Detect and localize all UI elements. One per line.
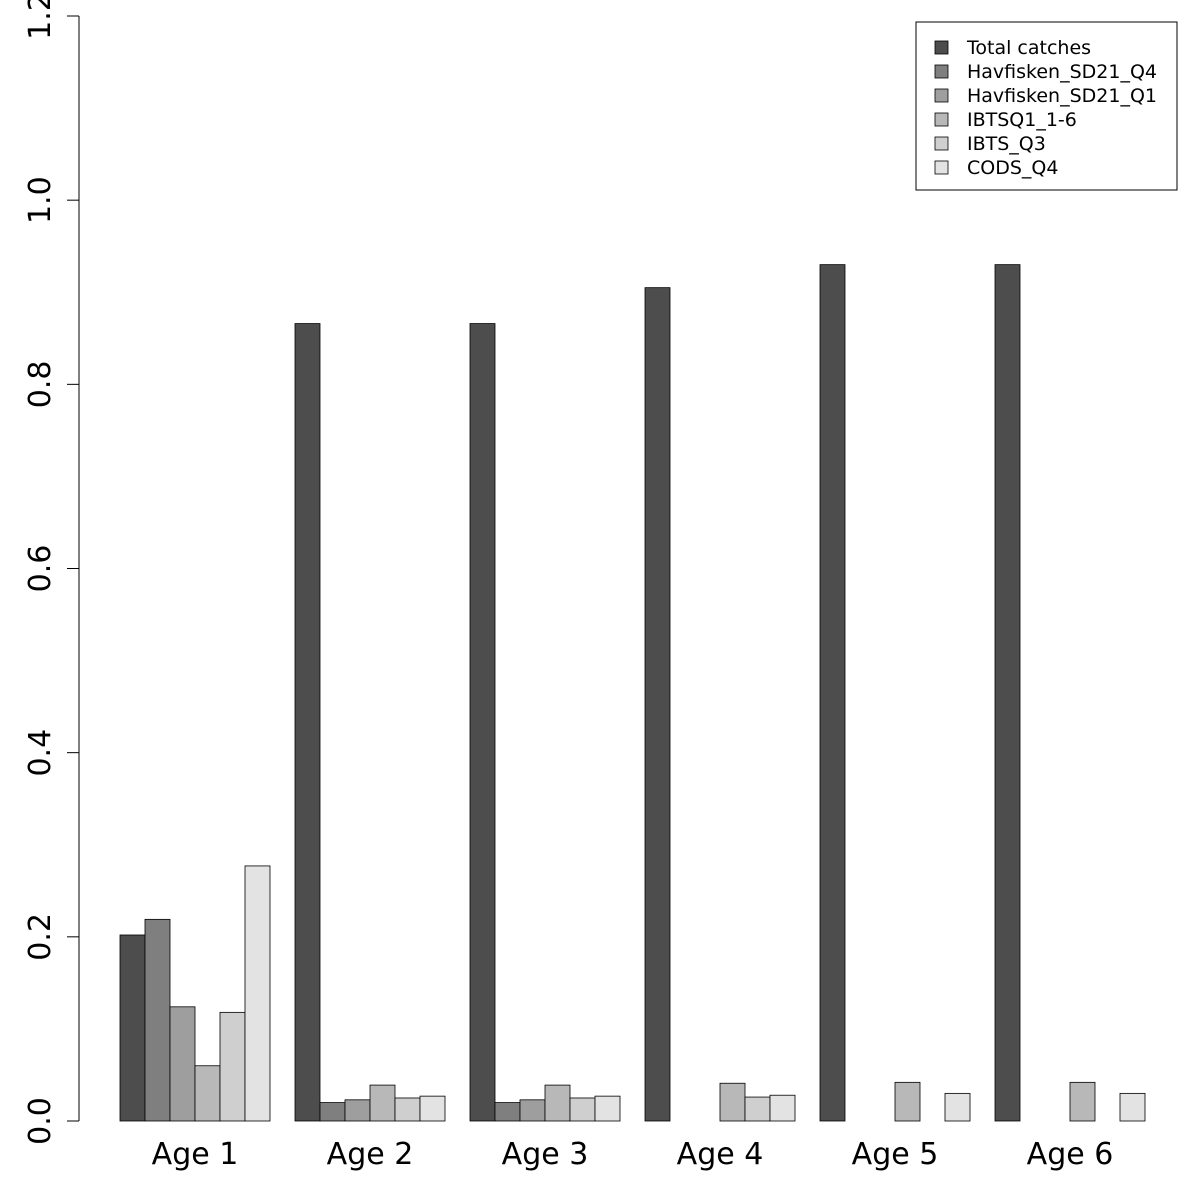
bar: [169, 1006, 196, 1122]
bar: [469, 323, 496, 1122]
bar-group: [294, 323, 446, 1122]
bar: [569, 1097, 596, 1122]
bar: [1069, 1081, 1096, 1122]
category-labels: Age 1 Age 2 Age 3 Age 4 Age 5 Age 6: [152, 1137, 1114, 1172]
legend-swatch: [934, 160, 949, 175]
y-tick-label: 0.8: [23, 360, 58, 408]
bar-group: [644, 287, 796, 1122]
bar: [244, 865, 271, 1122]
legend-label: IBTSQ1_1-6: [967, 109, 1077, 131]
legend-label: Total catches: [966, 37, 1091, 59]
y-tick-label: 0.4: [23, 729, 58, 777]
bar: [294, 323, 321, 1122]
legend-item: Havfisken_SD21_Q4: [934, 61, 1157, 83]
legend-item: IBTS_Q3: [934, 133, 1046, 155]
bar: [344, 1099, 371, 1122]
bar: [144, 918, 171, 1122]
bar: [994, 264, 1021, 1122]
legend-item: Havfisken_SD21_Q1: [934, 85, 1157, 107]
legend-swatch: [934, 64, 949, 79]
bar: [194, 1065, 221, 1122]
y-tick-label: 1.0: [23, 176, 58, 224]
bar-group: [469, 323, 621, 1122]
bar: [594, 1095, 621, 1122]
bar: [719, 1082, 746, 1122]
legend-item: Total catches: [934, 37, 1091, 59]
legend-label: Havfisken_SD21_Q1: [967, 85, 1157, 107]
bar: [369, 1084, 396, 1122]
bar: [1119, 1092, 1146, 1122]
bar: [219, 1011, 246, 1122]
x-category-label: Age 5: [852, 1137, 939, 1172]
legend-swatch: [934, 112, 949, 127]
bar: [494, 1102, 521, 1122]
bar-group: [119, 865, 271, 1122]
legend-swatch: [934, 40, 949, 55]
y-tick-label: 0.0: [23, 1097, 58, 1145]
bar: [419, 1095, 446, 1122]
bar: [519, 1099, 546, 1122]
bar: [819, 264, 846, 1122]
bar: [119, 934, 146, 1122]
x-category-label: Age 1: [152, 1137, 239, 1172]
bar: [319, 1102, 346, 1122]
x-category-label: Age 3: [502, 1137, 589, 1172]
legend-label: IBTS_Q3: [967, 133, 1046, 155]
legend-swatch: [934, 136, 949, 151]
legend-box: [915, 21, 1178, 191]
x-category-label: Age 4: [677, 1137, 764, 1172]
legend-item: CODS_Q4: [934, 157, 1058, 179]
bar-group: [994, 264, 1146, 1122]
bar: [894, 1081, 921, 1122]
y-tick-label: 1.2: [23, 0, 58, 40]
x-category-label: Age 6: [1027, 1137, 1114, 1172]
y-tick-label: 0.6: [23, 545, 58, 593]
bar: [544, 1084, 571, 1122]
legend: Total catchesHavfisken_SD21_Q4Havfisken_…: [915, 21, 1178, 191]
x-category-label: Age 2: [327, 1137, 414, 1172]
bar-group: [819, 264, 971, 1122]
bar: [394, 1097, 421, 1122]
y-axis: 0.0 0.2 0.4 0.6 0.8 1.0 1.2: [23, 0, 80, 1145]
legend-label: Havfisken_SD21_Q4: [967, 61, 1157, 83]
bar: [769, 1094, 796, 1122]
bar: [644, 287, 671, 1122]
bar: [744, 1096, 771, 1122]
legend-swatch: [934, 88, 949, 103]
bars: [119, 264, 1146, 1122]
bar: [944, 1092, 971, 1122]
legend-label: CODS_Q4: [967, 157, 1058, 179]
y-tick-label: 0.2: [23, 913, 58, 961]
legend-item: IBTSQ1_1-6: [934, 109, 1077, 131]
